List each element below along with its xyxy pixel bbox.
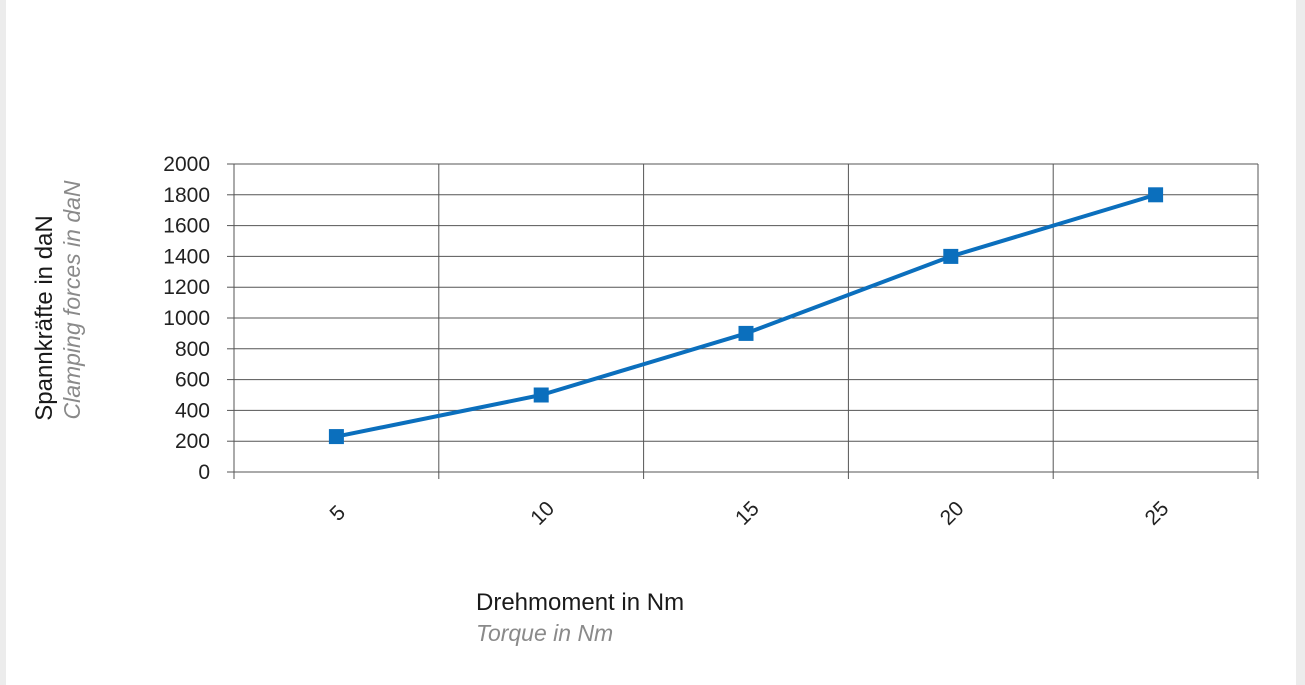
y-tick-label: 0 [198, 461, 210, 484]
data-point-marker [533, 387, 549, 403]
data-point-marker [738, 325, 754, 341]
x-tick-label: 10 [526, 497, 559, 530]
y-tick-label: 1400 [163, 245, 210, 268]
axes [227, 163, 1258, 479]
x-tick-label: 20 [936, 497, 969, 530]
x-tick-label: 15 [731, 497, 764, 530]
y-tick-label: 200 [175, 430, 210, 453]
series-line [336, 192, 1157, 439]
data-point-marker [943, 248, 959, 264]
x-tick-label: 25 [1141, 497, 1174, 530]
grid [234, 163, 1259, 479]
x-tick-labels: 5 10 15 20 25 [326, 497, 1174, 530]
y-tick-label: 1200 [163, 276, 210, 299]
x-tick-label: 5 [326, 501, 351, 526]
data-point-marker [328, 429, 344, 445]
data-point-marker [1148, 187, 1164, 203]
data-series [328, 187, 1164, 445]
y-tick-label: 400 [175, 399, 210, 422]
y-tick-label: 2000 [163, 153, 210, 176]
y-tick-label: 600 [175, 369, 210, 392]
y-tick-label: 800 [175, 338, 210, 361]
y-tick-label: 1000 [163, 307, 210, 330]
chart-panel [6, 0, 1296, 685]
y-tick-labels: 0 200 400 600 800 1000 1200 1400 1600 1800 2000 [163, 153, 210, 484]
x-axis-title: Drehmoment in Nm [476, 589, 684, 616]
y-axis-title: Spannkräfte in daN [31, 215, 58, 420]
y-tick-label: 1800 [163, 184, 210, 207]
y-axis-subtitle: Clamping forces in daN [59, 180, 85, 419]
y-tick-label: 1600 [163, 215, 210, 238]
x-axis-subtitle: Torque in Nm [476, 620, 613, 646]
